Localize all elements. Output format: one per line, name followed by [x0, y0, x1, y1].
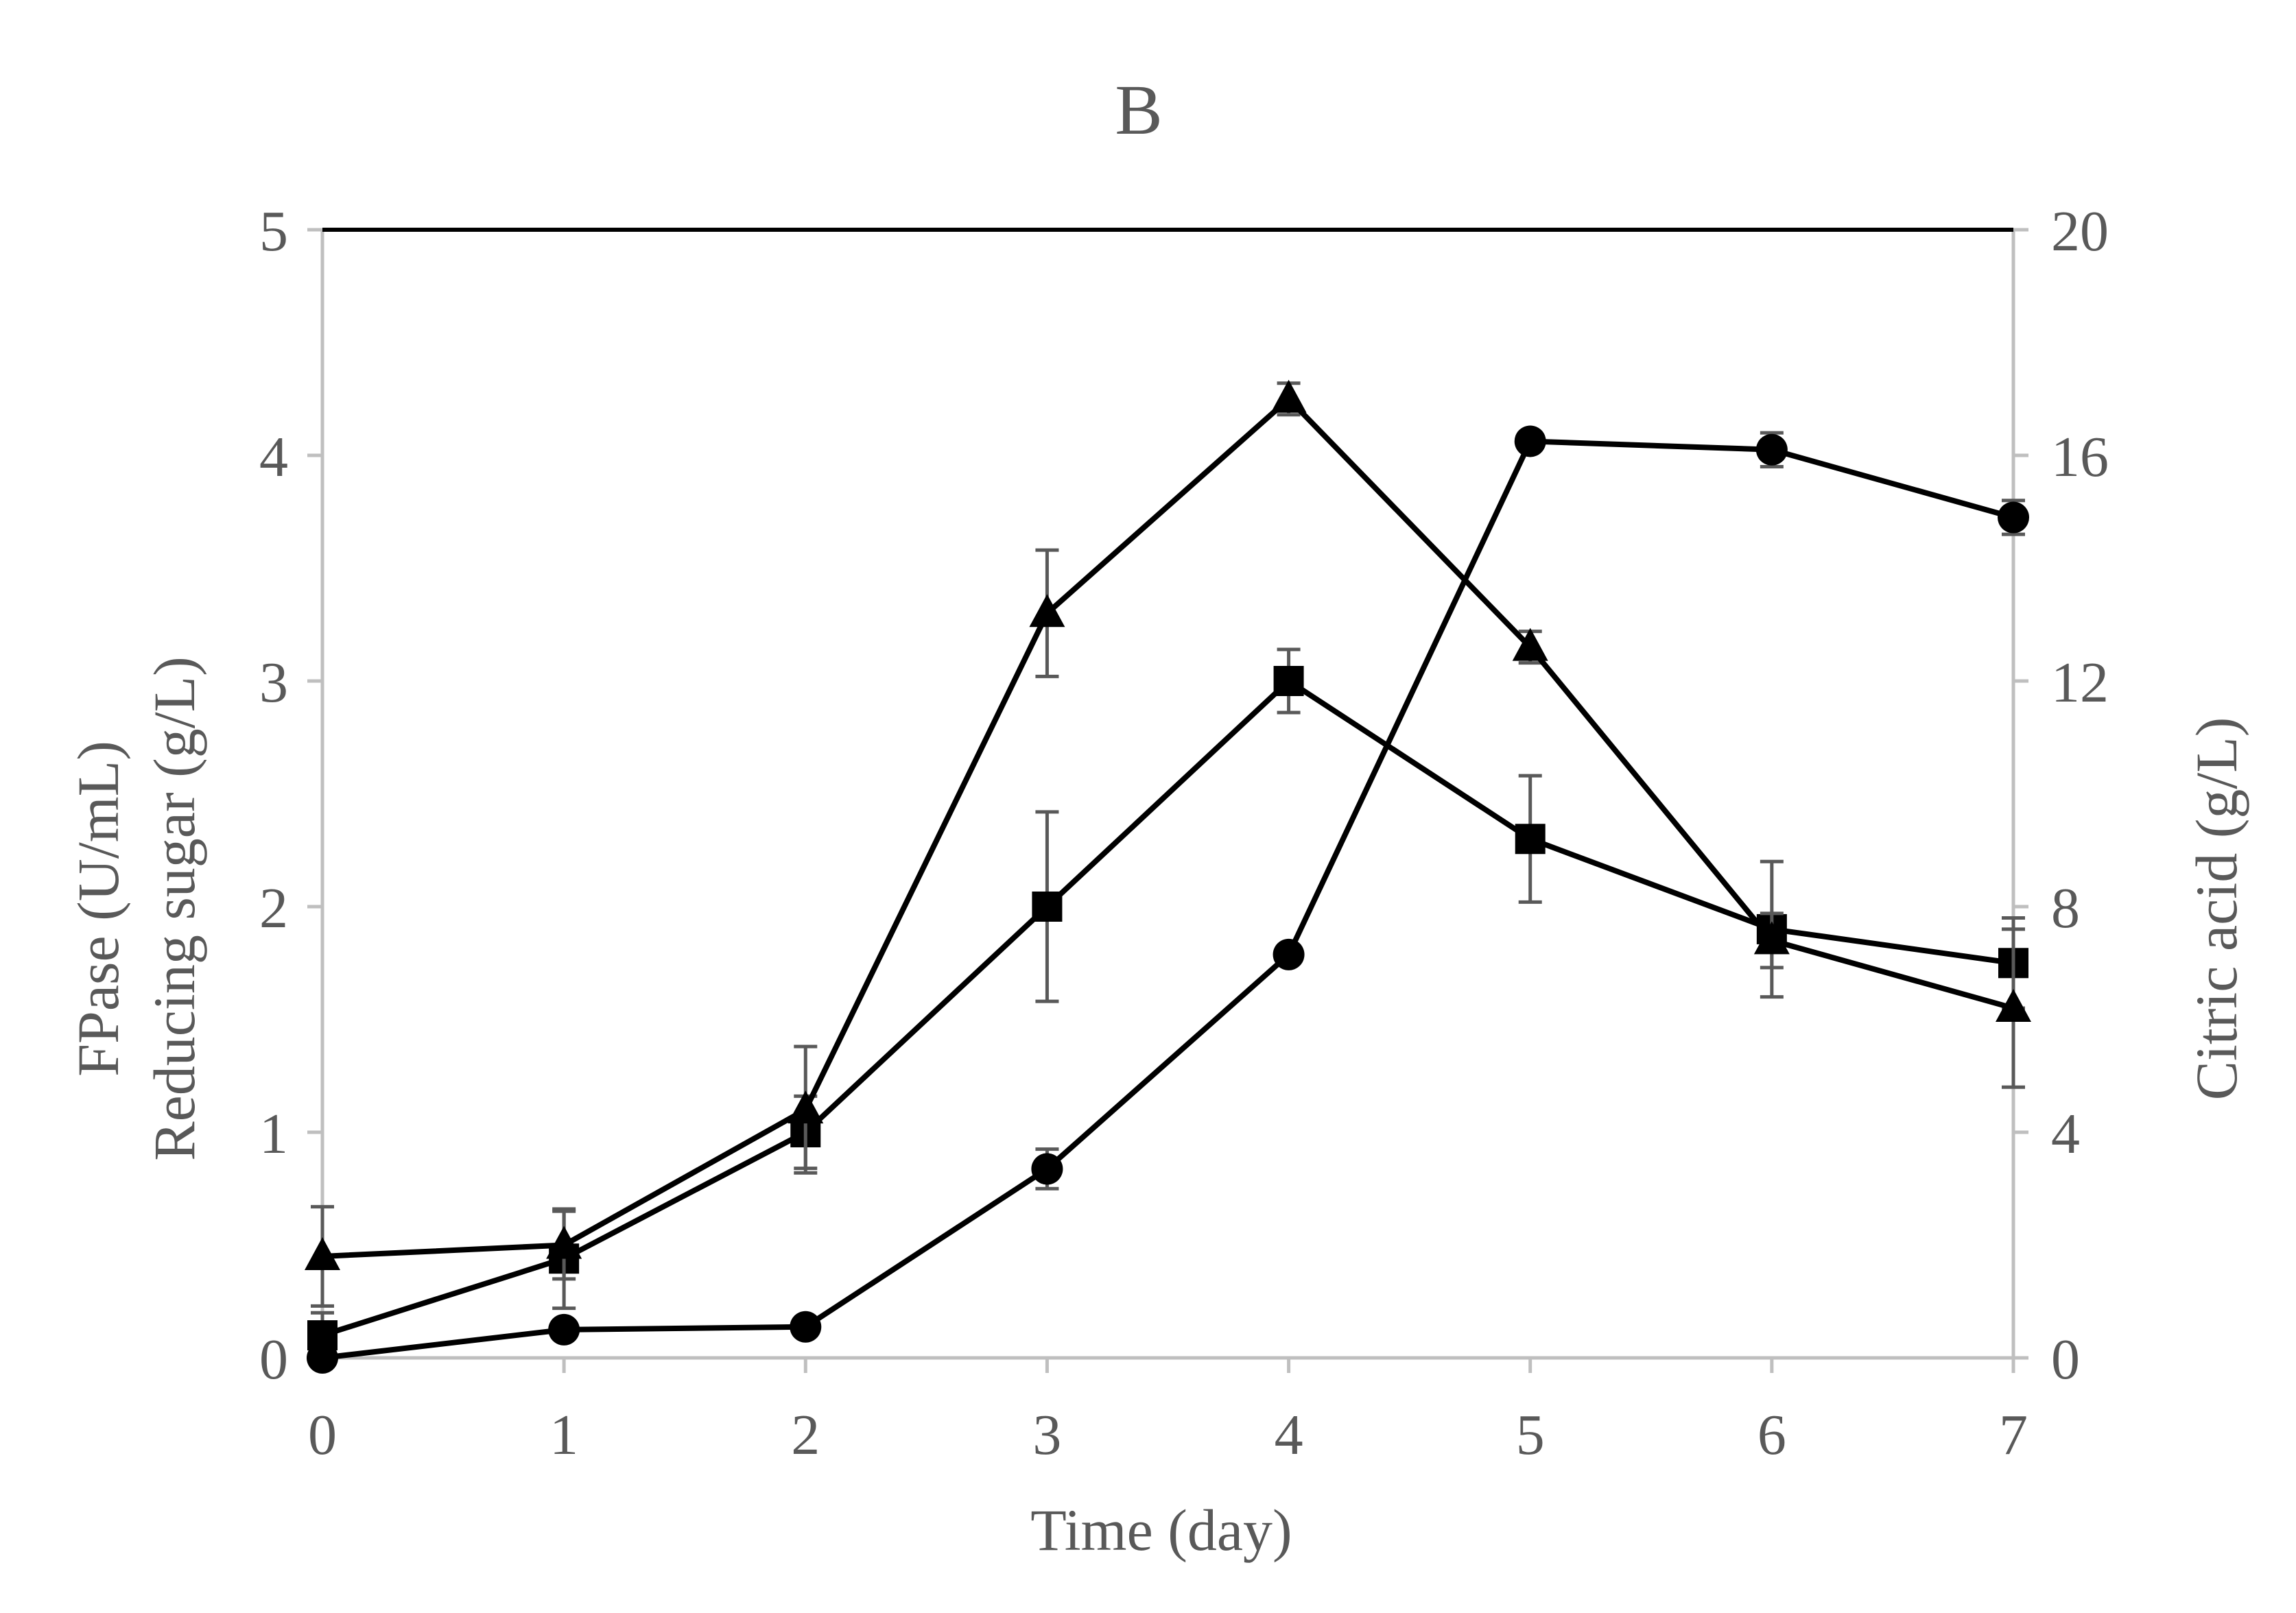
data-point-triangle	[305, 1236, 340, 1270]
data-point-square	[1032, 892, 1063, 922]
series-line-citric-acid	[322, 438, 2015, 1361]
x-tick-label: 4	[1275, 1403, 1303, 1467]
series-layer	[305, 379, 2031, 1374]
y-axis-right-label: Citric acid (g/L)	[2183, 717, 2249, 1101]
y-right-tick-label: 8	[2051, 876, 2080, 940]
x-tick-label: 2	[791, 1403, 820, 1467]
y-right-tick-label: 0	[2051, 1328, 2080, 1391]
y-left-tick-label: 3	[259, 651, 288, 715]
y-axis-left-label-reducing-sugar: Reducing sugar (g/L)	[141, 656, 207, 1161]
series-citric-acid	[307, 425, 2029, 1374]
y-left-tick-label: 0	[259, 1328, 288, 1391]
data-point-circle	[548, 1313, 580, 1346]
data-point-triangle	[1512, 628, 1548, 661]
data-point-circle	[1998, 501, 2029, 534]
data-point-square	[1515, 824, 1546, 855]
x-tick-label: 3	[1032, 1403, 1061, 1467]
data-point-triangle	[546, 1226, 582, 1259]
data-point-square	[1273, 666, 1304, 696]
x-tick-label: 5	[1516, 1403, 1545, 1467]
data-point-triangle	[1996, 989, 2031, 1023]
y-left-tick-label: 4	[259, 425, 288, 489]
series-line-reducing-sugar	[322, 396, 2015, 1259]
x-tick-label: 0	[308, 1403, 337, 1467]
y-right-tick-label: 16	[2051, 425, 2109, 489]
x-axis-label: Time (day)	[1030, 1497, 1292, 1563]
y-right-tick-label: 20	[2051, 200, 2109, 263]
y-right-tick-label: 4	[2051, 1102, 2080, 1166]
series-line-fpase	[321, 678, 2014, 1338]
x-tick-label: 6	[1757, 1403, 1786, 1467]
data-point-circle	[1755, 433, 1788, 466]
y-left-tick-label: 2	[259, 876, 288, 940]
data-point-triangle	[1753, 921, 1790, 955]
data-point-circle	[790, 1311, 822, 1343]
data-point-triangle	[1029, 594, 1065, 628]
data-point-triangle	[788, 1090, 824, 1124]
series-reducing-sugar	[305, 379, 2031, 1308]
data-point-circle	[1273, 938, 1305, 970]
x-tick-label: 7	[1999, 1403, 2028, 1467]
y-axis-left-label-fpase: FPase (U/mL)	[65, 741, 131, 1077]
y-left-tick-label: 1	[259, 1102, 288, 1166]
data-point-triangle	[1270, 379, 1307, 413]
series-fpase	[307, 647, 2028, 1360]
x-tick-label: 1	[549, 1403, 578, 1467]
y-right-tick-label: 12	[2051, 651, 2109, 715]
y-left-tick-label: 5	[259, 200, 288, 263]
data-point-circle	[1514, 425, 1546, 457]
data-point-circle	[1031, 1153, 1063, 1185]
chart-title: B	[1115, 71, 1162, 150]
data-point-circle	[307, 1342, 338, 1374]
